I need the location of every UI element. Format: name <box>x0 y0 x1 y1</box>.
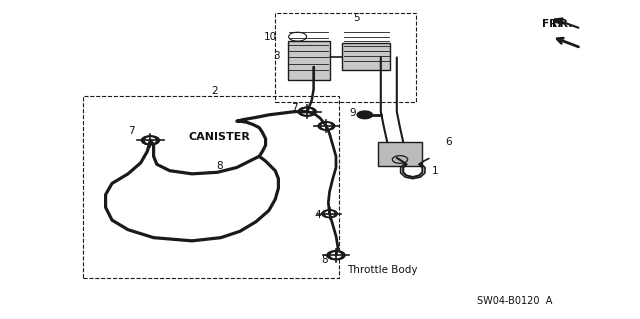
Text: FR.: FR. <box>542 19 561 29</box>
Circle shape <box>145 138 156 143</box>
Circle shape <box>357 111 372 119</box>
Text: 8: 8 <box>321 255 328 265</box>
Text: 5: 5 <box>353 12 360 23</box>
Text: 6: 6 <box>445 137 451 147</box>
Text: CANISTER: CANISTER <box>189 132 251 142</box>
Text: 1: 1 <box>432 166 438 176</box>
Circle shape <box>318 122 335 130</box>
Text: 2: 2 <box>211 86 218 96</box>
Circle shape <box>141 136 159 145</box>
Text: 9: 9 <box>350 108 356 118</box>
Circle shape <box>322 210 337 218</box>
Circle shape <box>331 253 341 258</box>
Text: 10: 10 <box>263 32 276 42</box>
Text: 7: 7 <box>291 103 298 114</box>
Bar <box>83 96 339 278</box>
Text: FR.: FR. <box>552 19 572 29</box>
Text: 8: 8 <box>216 161 223 171</box>
Bar <box>342 43 390 70</box>
Bar <box>288 41 330 80</box>
Text: 7: 7 <box>128 126 134 136</box>
Bar <box>378 142 422 166</box>
Text: SW04-B0120  A: SW04-B0120 A <box>477 296 552 307</box>
Text: 4: 4 <box>315 210 321 220</box>
Circle shape <box>298 107 316 116</box>
Circle shape <box>302 109 312 114</box>
Circle shape <box>322 124 331 128</box>
Bar <box>275 13 416 102</box>
Text: 3: 3 <box>273 51 280 61</box>
Circle shape <box>325 211 334 216</box>
Circle shape <box>327 251 345 260</box>
Text: Throttle Body: Throttle Body <box>347 264 417 275</box>
